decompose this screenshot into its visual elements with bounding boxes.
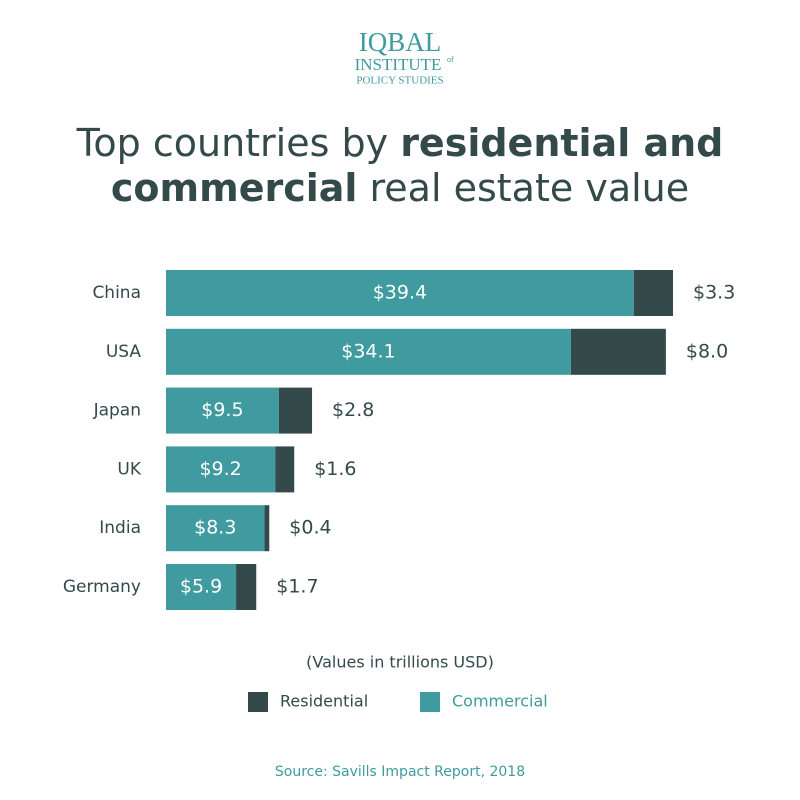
bar-segment — [275, 446, 295, 493]
value-label: $1.6 — [314, 458, 356, 480]
bar-segment — [166, 328, 571, 375]
legend-swatch — [248, 692, 268, 712]
category-label: China — [92, 283, 141, 303]
legend-label: Residential — [280, 692, 368, 711]
value-label: $3.3 — [693, 282, 735, 304]
source: Source: Savills Impact Report, 2018 — [275, 764, 525, 780]
category-label: UK — [117, 459, 141, 479]
category-label: India — [99, 518, 141, 538]
value-label: $9.2 — [199, 458, 241, 480]
logo-of: of — [447, 55, 454, 64]
value-label: $8.3 — [194, 517, 236, 539]
bar-segment — [278, 387, 313, 434]
title-part: residential and — [400, 121, 723, 165]
value-label: $8.0 — [686, 340, 728, 362]
chart-title: commercial real estate value — [111, 166, 689, 210]
legend-swatch — [420, 692, 440, 712]
title-part: commercial — [111, 166, 358, 210]
value-label: $5.9 — [180, 576, 222, 598]
bar-segment — [166, 505, 265, 552]
logo-line: INSTITUTE — [355, 55, 442, 74]
bar-segment — [570, 328, 666, 375]
legend-label: Commercial — [452, 692, 548, 711]
value-label: $34.1 — [341, 340, 395, 362]
bar-segment — [166, 387, 279, 434]
category-label: Germany — [63, 577, 141, 597]
note: (Values in trillions USD) — [306, 653, 494, 672]
value-label: $39.4 — [373, 282, 427, 304]
bar-segment — [166, 446, 276, 493]
chart-title: Top countries by residential and — [76, 121, 724, 165]
bar-segment — [236, 564, 257, 610]
bar-segment — [633, 270, 673, 316]
value-label: $9.5 — [201, 399, 243, 421]
value-label: $2.8 — [332, 399, 374, 421]
title-part: Top countries by — [76, 121, 401, 165]
bar-segment — [166, 564, 237, 610]
value-label: $1.7 — [276, 576, 318, 598]
category-label: Japan — [93, 401, 141, 421]
bar-segment — [264, 505, 270, 552]
logo-name: IQBAL — [359, 27, 442, 57]
category-label: USA — [106, 342, 142, 362]
value-label: $0.4 — [289, 517, 331, 539]
bar-segment — [166, 270, 634, 316]
title-part: real estate value — [357, 166, 689, 210]
logo-line: POLICY STUDIES — [356, 75, 443, 87]
